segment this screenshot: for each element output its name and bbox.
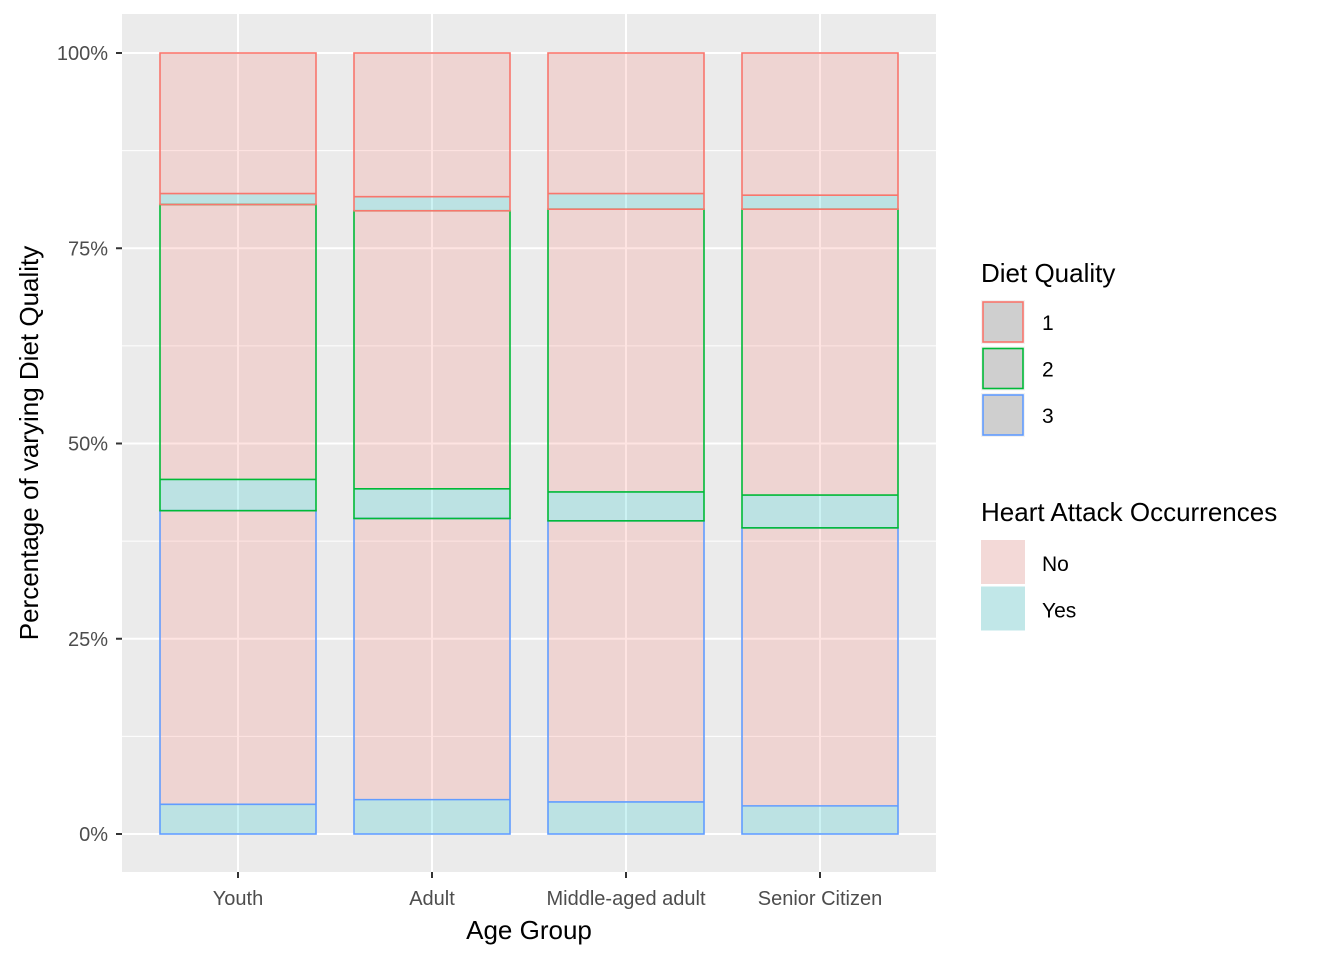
bar-segment-yes xyxy=(742,195,898,210)
x-tick-label: Youth xyxy=(213,888,263,910)
x-axis-title: Age Group xyxy=(466,915,592,945)
bar-segment-no xyxy=(742,209,898,496)
diet-quality-outline-1 xyxy=(547,52,705,210)
bar-segments xyxy=(159,52,899,835)
x-axis: Youth Adult Middle-aged adult Senior Citize… xyxy=(213,872,882,910)
legend-heart-attack: Heart Attack Occurrences No Yes xyxy=(981,497,1277,631)
bar-segment-no xyxy=(742,53,898,196)
bar-segment-yes xyxy=(160,804,316,834)
bar-segment-yes xyxy=(354,488,510,519)
bar-segment-no xyxy=(548,520,704,802)
legend-label-heart-yes: Yes xyxy=(1042,600,1076,623)
legend-key-bg xyxy=(981,540,1025,584)
legend-label-diet-3: 3 xyxy=(1042,405,1054,428)
legend-key-heart-yes xyxy=(981,586,1025,631)
bar-segment-yes xyxy=(354,799,510,834)
y-tick-label: 25% xyxy=(68,629,108,651)
bar-segment-yes xyxy=(160,479,316,511)
y-tick-label: 100% xyxy=(57,43,108,65)
y-tick-label: 50% xyxy=(68,434,108,456)
legend-label-diet-1: 1 xyxy=(1042,312,1054,335)
y-tick-label: 0% xyxy=(79,824,108,846)
diet-quality-outline-1 xyxy=(159,52,317,206)
bar-segment-no xyxy=(160,204,316,480)
y-tick-label: 75% xyxy=(68,238,108,260)
legend-key-diet-3 xyxy=(982,394,1024,436)
legend-heart-attack-title: Heart Attack Occurrences xyxy=(981,497,1277,527)
bar-segment-yes xyxy=(548,491,704,521)
x-tick-label: Senior Citizen xyxy=(758,888,883,910)
bar-segment-yes xyxy=(742,495,898,528)
bar-segment-no xyxy=(548,209,704,492)
legend-key-bg xyxy=(981,586,1025,631)
bar-segment-no xyxy=(160,510,316,805)
bar-segment-no xyxy=(742,527,898,806)
legend-diet-quality-title: Diet Quality xyxy=(981,258,1115,288)
legend-key-diet-1 xyxy=(982,301,1024,343)
diet-quality-outline-1 xyxy=(353,52,511,212)
legend-label-diet-2: 2 xyxy=(1042,359,1054,382)
bar-segment-yes xyxy=(548,193,704,210)
bar-segment-yes xyxy=(354,196,510,211)
legend-key-diet-2 xyxy=(982,347,1024,390)
legend-label-heart-no: No xyxy=(1042,553,1069,576)
bar-segment-no xyxy=(354,53,510,197)
minor-gridlines xyxy=(122,150,936,737)
x-tick-label: Adult xyxy=(409,888,455,910)
legend-diet-quality: Diet Quality 1 2 3 xyxy=(981,258,1115,437)
bar-segment-yes xyxy=(742,805,898,834)
y-axis: 0% 25% 50% 75% 100% xyxy=(57,43,122,846)
bar-segment-no xyxy=(354,210,510,489)
bar-segment-no xyxy=(160,53,316,194)
bar-segment-yes xyxy=(160,193,316,205)
bar-segment-no xyxy=(548,53,704,194)
bar-segment-yes xyxy=(548,801,704,834)
legend-key-heart-no xyxy=(981,540,1025,584)
y-axis-title: Percentage of varying Diet Quality xyxy=(14,246,44,641)
bar-segment-no xyxy=(354,518,510,800)
diet-quality-outline-1 xyxy=(741,52,899,210)
x-tick-label: Middle-aged adult xyxy=(547,888,706,910)
